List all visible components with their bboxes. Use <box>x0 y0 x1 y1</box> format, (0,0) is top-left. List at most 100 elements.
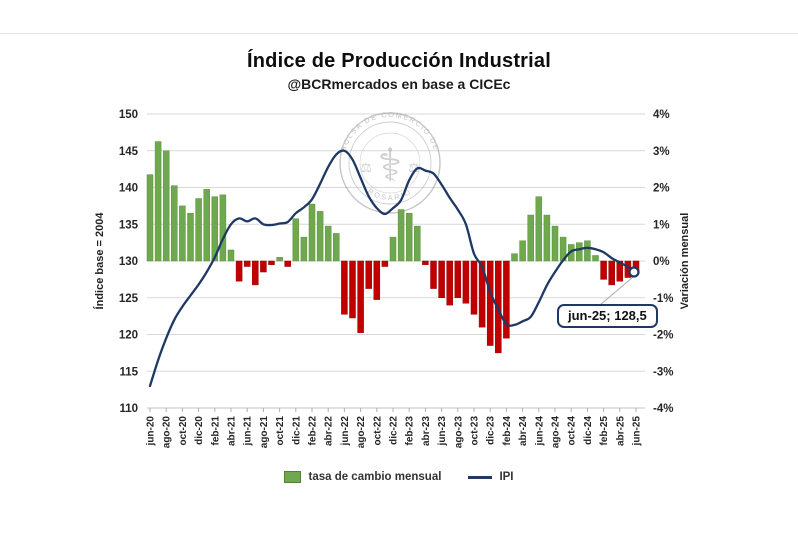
bar-oct-20 <box>179 205 186 262</box>
bar-nov-22 <box>381 260 389 267</box>
bar-sep-22 <box>365 260 372 289</box>
axis-tick-label: 125 <box>119 293 139 305</box>
x-tick-label: abr-23 <box>421 416 432 446</box>
bar-ago-21 <box>260 260 267 273</box>
x-tick-label: abr-25 <box>615 416 626 446</box>
x-tick-label: jun-24 <box>534 416 545 447</box>
top-divider <box>0 33 798 34</box>
x-tick-label: abr-21 <box>227 416 238 446</box>
bar-mar-22 <box>316 211 324 262</box>
bar-oct-23 <box>470 260 478 315</box>
axis-tick-label: 140 <box>119 183 138 195</box>
left-axis-title: Índice base = 2004 <box>93 212 106 310</box>
x-tick-label: feb-21 <box>210 416 221 446</box>
bar-mar-21 <box>219 194 227 262</box>
bar-oct-21 <box>276 257 283 262</box>
x-tick-label: ago-23 <box>453 416 464 449</box>
bar-mar-23 <box>414 225 421 262</box>
bar-series-label: tasa de cambio mensual <box>308 471 442 483</box>
axis-tick-label: 150 <box>119 109 138 121</box>
ipi-line <box>148 149 638 388</box>
x-tick-label: oct-22 <box>372 416 383 446</box>
bar-series-swatch-icon <box>284 471 302 483</box>
x-tick-label: feb-23 <box>405 416 416 446</box>
bar-jun-20 <box>146 174 154 262</box>
bar-nov-20 <box>187 212 194 262</box>
bar-nov-24 <box>576 242 583 262</box>
bar-may-24 <box>527 214 534 262</box>
right-axis-title: Variación mensual <box>679 213 691 310</box>
line-series-swatch-icon <box>468 475 493 479</box>
bar-jun-21 <box>243 260 251 267</box>
x-tick-label: ago-20 <box>162 416 173 449</box>
bar-jul-20 <box>154 141 162 262</box>
x-tick-label: feb-24 <box>502 416 513 446</box>
bar-dic-21 <box>292 218 300 262</box>
x-tick-label: dic-22 <box>389 416 400 445</box>
bar-ene-23 <box>397 209 405 262</box>
axis-tick-label: 135 <box>119 219 139 231</box>
axis-tick-label: 120 <box>119 330 138 342</box>
last-value-annotation: jun-25; 128,5 <box>557 304 658 328</box>
bar-sep-23 <box>462 260 470 304</box>
bar-ago-22 <box>357 260 364 333</box>
bar-jul-23 <box>446 260 453 306</box>
line-series-label: IPI <box>499 471 514 483</box>
annotation-leader-line <box>599 276 634 306</box>
x-tick-label: dic-20 <box>194 416 205 445</box>
x-tick-label: jun-22 <box>340 416 351 447</box>
x-tick-label: feb-25 <box>599 416 610 446</box>
bar-oct-22 <box>373 260 381 300</box>
bar-abr-22 <box>324 225 332 262</box>
bar-feb-21 <box>211 196 219 262</box>
axis-tick-label: 2% <box>653 183 670 195</box>
bar-abr-23 <box>422 260 429 265</box>
axis-tick-label: -3% <box>653 366 673 378</box>
axis-tick-label: 115 <box>119 366 138 378</box>
chart-legend: tasa de cambio mensual IPI <box>0 471 798 483</box>
bar-ene-24 <box>495 260 502 354</box>
bar-dic-20 <box>195 198 202 262</box>
bar-mar-25 <box>608 260 615 286</box>
x-tick-label: oct-20 <box>178 416 189 446</box>
x-tick-label: jun-21 <box>243 416 254 447</box>
x-tick-label: abr-24 <box>518 416 529 446</box>
x-tick-label: ago-24 <box>551 416 562 449</box>
x-tick-label: dic-24 <box>583 416 594 445</box>
bar-may-23 <box>430 260 437 289</box>
x-tick-label: dic-21 <box>291 416 302 445</box>
x-tick-label: oct-21 <box>275 416 286 446</box>
bar-ago-24 <box>551 225 559 262</box>
bar-jun-23 <box>438 260 445 298</box>
bar-jun-22 <box>341 260 348 315</box>
x-tick-label: jun-25 <box>632 416 643 447</box>
scales-icon: ⚖ <box>360 160 372 175</box>
x-tick-label: dic-23 <box>486 416 497 445</box>
bar-feb-25 <box>600 260 607 280</box>
bar-sep-21 <box>268 260 275 265</box>
bar-dic-23 <box>486 260 494 346</box>
axis-tick-label: -1% <box>653 293 673 305</box>
bar-dic-22 <box>389 236 397 262</box>
x-tick-label: oct-23 <box>470 416 481 446</box>
axis-tick-label: 0% <box>653 256 670 268</box>
axis-tick-label: 3% <box>653 146 670 158</box>
bar-nov-21 <box>284 260 291 267</box>
bar-feb-23 <box>405 212 413 262</box>
x-tick-label: jun-20 <box>146 416 157 447</box>
bar-ene-25 <box>592 255 599 262</box>
bar-ago-23 <box>454 260 462 298</box>
bar-jul-21 <box>252 260 259 286</box>
x-tick-label: jun-23 <box>437 416 448 447</box>
bar-abr-25 <box>616 260 624 282</box>
bar-ago-20 <box>162 150 170 262</box>
x-tick-label: feb-22 <box>308 416 319 446</box>
bar-dic-24 <box>584 240 591 262</box>
bar-ene-22 <box>300 236 308 262</box>
bar-feb-22 <box>308 203 316 262</box>
axis-tick-label: 4% <box>653 109 670 121</box>
bar-ene-21 <box>203 189 210 262</box>
x-tick-label: abr-22 <box>324 416 335 446</box>
chart-subtitle: @BCRmercados en base a CICEc <box>287 76 511 92</box>
